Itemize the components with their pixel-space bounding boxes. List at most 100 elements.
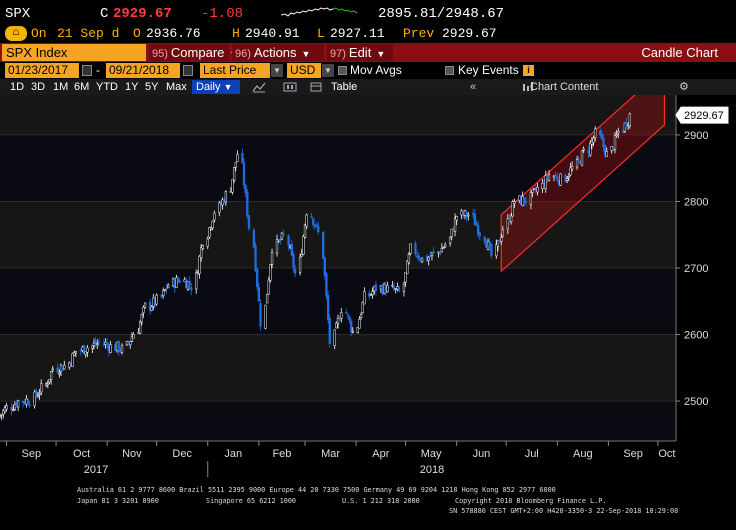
candle-body	[374, 284, 378, 291]
candle-body	[440, 248, 444, 253]
prev-value: 2929.67	[442, 26, 497, 41]
candle-body	[613, 134, 617, 150]
period-5y[interactable]: 5Y	[145, 81, 159, 93]
footer-phone-singapore: Singapore 65 6212 1000	[206, 497, 297, 505]
candle-body	[56, 367, 59, 373]
candle-body	[201, 244, 204, 249]
candle-body	[603, 145, 607, 156]
frequency-select[interactable]: Daily ▼	[192, 80, 240, 94]
actions-number: 96)	[235, 48, 251, 60]
candle-body	[129, 341, 132, 346]
candle-body	[252, 229, 256, 248]
chart-style-icon[interactable]	[283, 81, 297, 93]
candle-body	[84, 351, 87, 355]
candle-body	[473, 213, 476, 226]
mov-avgs-checkbox[interactable]	[338, 66, 347, 75]
candle-body	[49, 371, 53, 380]
key-events-checkbox[interactable]	[445, 66, 454, 75]
candle-body	[325, 273, 328, 297]
end-date-input[interactable]: 09/21/2018	[106, 63, 180, 78]
low-label: L	[317, 26, 325, 41]
candle-body	[3, 407, 7, 413]
candle-body	[351, 330, 354, 333]
info-icon[interactable]: i	[523, 65, 534, 76]
period-6m[interactable]: 6M	[74, 81, 90, 93]
candle-body	[500, 237, 503, 242]
collapse-left-icon[interactable]: «	[470, 81, 477, 93]
candle-body	[363, 291, 366, 305]
candle-chart[interactable]: 2500 2600 2700 2800 2900 2929.67 Sep Oct Nov De…	[0, 95, 736, 486]
frequency-label: Daily	[196, 81, 221, 93]
candle-body	[582, 148, 585, 151]
period-1d[interactable]: 1D	[10, 81, 25, 93]
date-separator: -	[96, 63, 100, 77]
table-icon[interactable]	[310, 81, 324, 93]
candle-body	[234, 162, 237, 168]
currency-select[interactable]: USD	[287, 63, 321, 78]
candle-body	[336, 318, 340, 325]
period-3d[interactable]: 3D	[31, 81, 46, 93]
candle-body	[323, 257, 326, 276]
y-tick-label: 2700	[684, 263, 708, 275]
candle-body	[106, 342, 109, 346]
candle-body	[218, 202, 221, 213]
candle-body	[190, 287, 193, 291]
candle-body	[407, 254, 411, 264]
x-tick-label: Aug	[573, 448, 593, 460]
candle-body	[605, 151, 608, 157]
close-label: C	[100, 6, 109, 22]
security-input[interactable]: SPX Index	[2, 44, 146, 61]
candle-body	[599, 130, 602, 135]
line-chart-icon[interactable]	[252, 81, 266, 93]
chevron-down-icon: ▼	[223, 82, 233, 92]
x-tick-label: Jun	[473, 448, 491, 460]
compare-button[interactable]: 95)Compare▼	[149, 44, 238, 61]
candle-body	[10, 407, 13, 411]
compare-label: Compare	[170, 45, 225, 60]
footer: Australia 61 2 9777 8600 Brazil 5511 239…	[0, 486, 736, 530]
x-tick-label: May	[421, 448, 442, 460]
candle-body	[453, 218, 457, 232]
candle-body	[200, 247, 203, 259]
candle-body	[326, 295, 330, 321]
candle-body	[333, 329, 336, 346]
table-button[interactable]: Table	[331, 81, 358, 93]
candle-body	[13, 404, 16, 410]
actions-button[interactable]: 96) Actions ▼	[232, 44, 324, 61]
chevron-down-icon[interactable]: ▼	[271, 64, 283, 77]
candle-body	[523, 197, 526, 203]
candle-body	[444, 244, 447, 248]
candle-body	[132, 334, 135, 339]
gridlines	[0, 134, 676, 402]
calendar-icon[interactable]	[183, 65, 193, 76]
chevron-down-icon[interactable]: ▼	[322, 64, 334, 77]
start-date-input[interactable]: 01/23/2017	[5, 63, 79, 78]
price-field-select[interactable]: Last Price	[200, 63, 270, 78]
candle-body	[356, 327, 359, 333]
prev-label: Prev	[403, 26, 435, 41]
period-ytd[interactable]: YTD	[96, 81, 118, 93]
candle-body	[82, 345, 86, 355]
footer-phone-japan: Japan 81 3 3201 8900	[77, 497, 159, 505]
gear-icon[interactable]: ⚙	[679, 81, 689, 93]
candle-body	[442, 247, 445, 249]
period-1y[interactable]: 1Y	[125, 81, 139, 93]
candle-body	[91, 345, 94, 349]
key-events-label: Key Events	[458, 63, 519, 77]
chart-content-icon[interactable]	[521, 81, 535, 93]
period-1m[interactable]: 1M	[53, 81, 69, 93]
chart-area[interactable]: 2500 2600 2700 2800 2900 2929.67 Sep Oct Nov De…	[0, 95, 736, 530]
candle-body	[188, 280, 191, 286]
grid-band	[0, 401, 676, 441]
candle-body	[280, 232, 284, 240]
candle-body	[559, 173, 562, 186]
period-max[interactable]: Max	[166, 81, 187, 93]
function-key-icon[interactable]: ⌂	[5, 26, 27, 41]
candle-body	[592, 137, 595, 143]
edit-button[interactable]: 97) Edit ▼	[327, 44, 393, 61]
candle-body	[328, 318, 331, 345]
chart-content-button[interactable]: Chart Content	[530, 81, 599, 93]
calendar-icon[interactable]	[82, 65, 92, 76]
candle-body	[178, 280, 181, 283]
grid-band	[0, 95, 676, 135]
